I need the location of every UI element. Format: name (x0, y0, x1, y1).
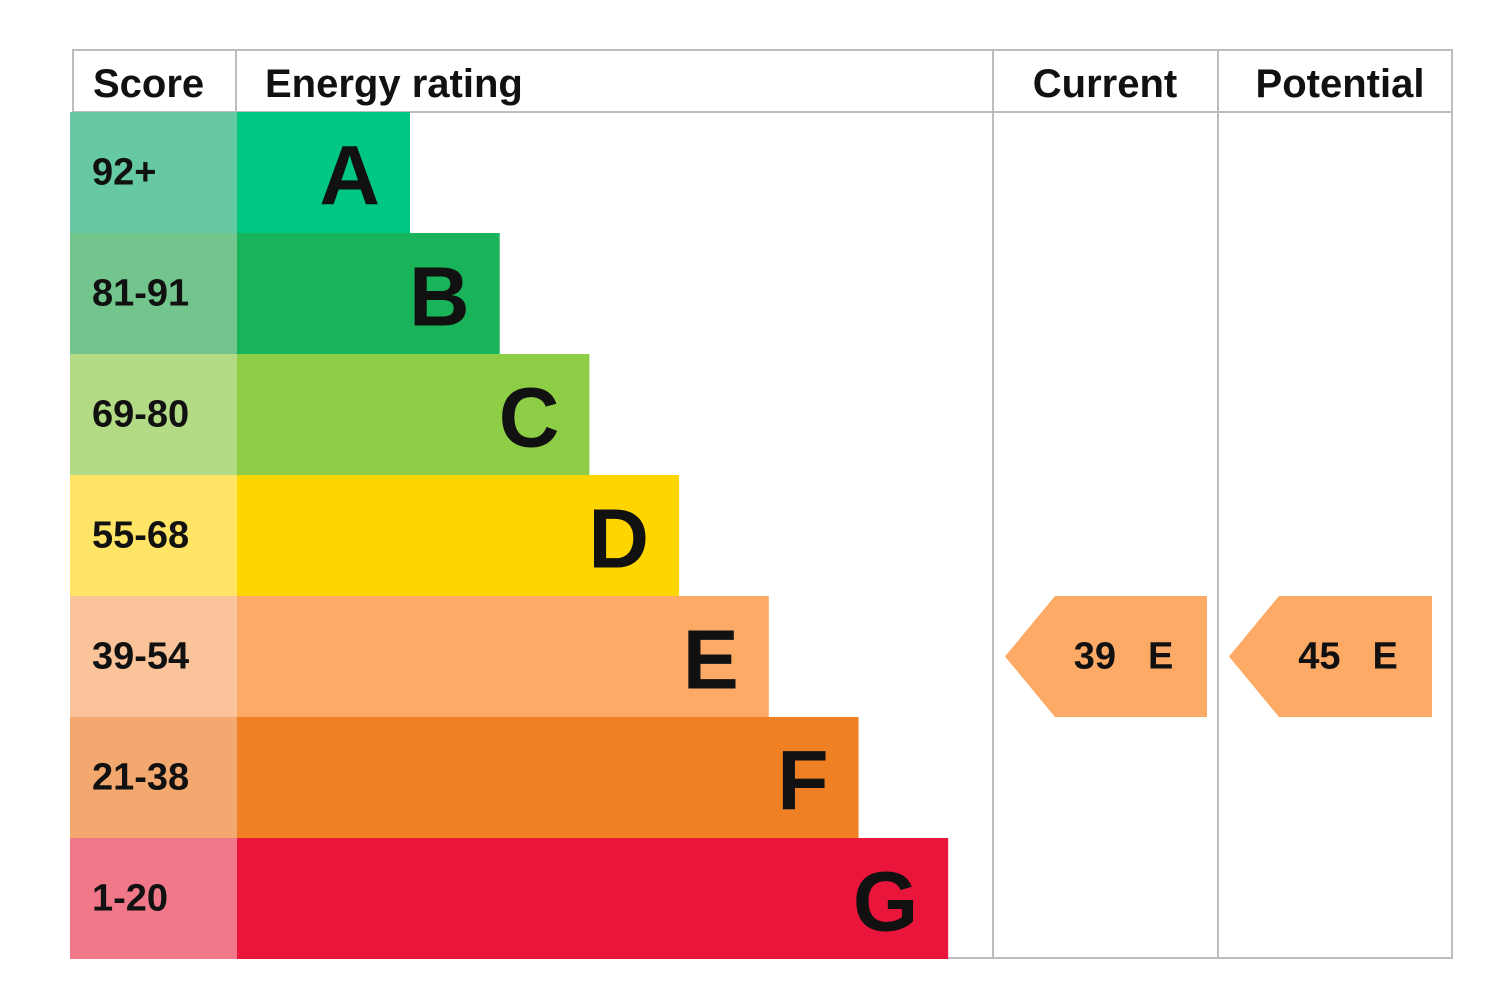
rating-letter: D (588, 492, 649, 586)
rating-letter: C (499, 371, 560, 465)
potential-arrow (1229, 596, 1432, 717)
score-cell (70, 717, 237, 838)
rating-bar (237, 596, 769, 717)
rating-letter: B (409, 250, 470, 344)
score-cell (70, 233, 237, 354)
header-energy-rating: Energy rating (265, 62, 523, 106)
score-range: 69-80 (92, 394, 189, 436)
potential-rating: E (1373, 636, 1398, 678)
score-cell (70, 112, 237, 233)
score-cell (70, 354, 237, 475)
current-score: 39 (1074, 636, 1116, 678)
header-current: Current (1033, 62, 1177, 106)
score-cell (70, 475, 237, 596)
rating-letter: G (853, 855, 918, 949)
score-range: 39-54 (92, 636, 189, 678)
header-score: Score (93, 62, 204, 106)
score-range: 92+ (92, 152, 156, 194)
rating-bar (237, 112, 410, 233)
rating-bar (237, 717, 859, 838)
score-cell (70, 596, 237, 717)
score-range: 1-20 (92, 878, 168, 920)
header-potential: Potential (1256, 62, 1425, 106)
score-cell (70, 838, 237, 959)
current-rating: E (1148, 636, 1173, 678)
rating-letter: A (319, 129, 380, 223)
rating-letter: F (777, 734, 828, 828)
current-arrow (1005, 596, 1207, 717)
rating-bar (237, 475, 680, 596)
rating-letter: E (683, 613, 739, 707)
rating-bar (237, 838, 949, 959)
rating-bar (237, 354, 590, 475)
score-range: 21-38 (92, 757, 189, 799)
potential-score: 45 (1298, 636, 1340, 678)
rating-bar (237, 233, 500, 354)
score-range: 55-68 (92, 515, 189, 557)
score-range: 81-91 (92, 273, 189, 315)
